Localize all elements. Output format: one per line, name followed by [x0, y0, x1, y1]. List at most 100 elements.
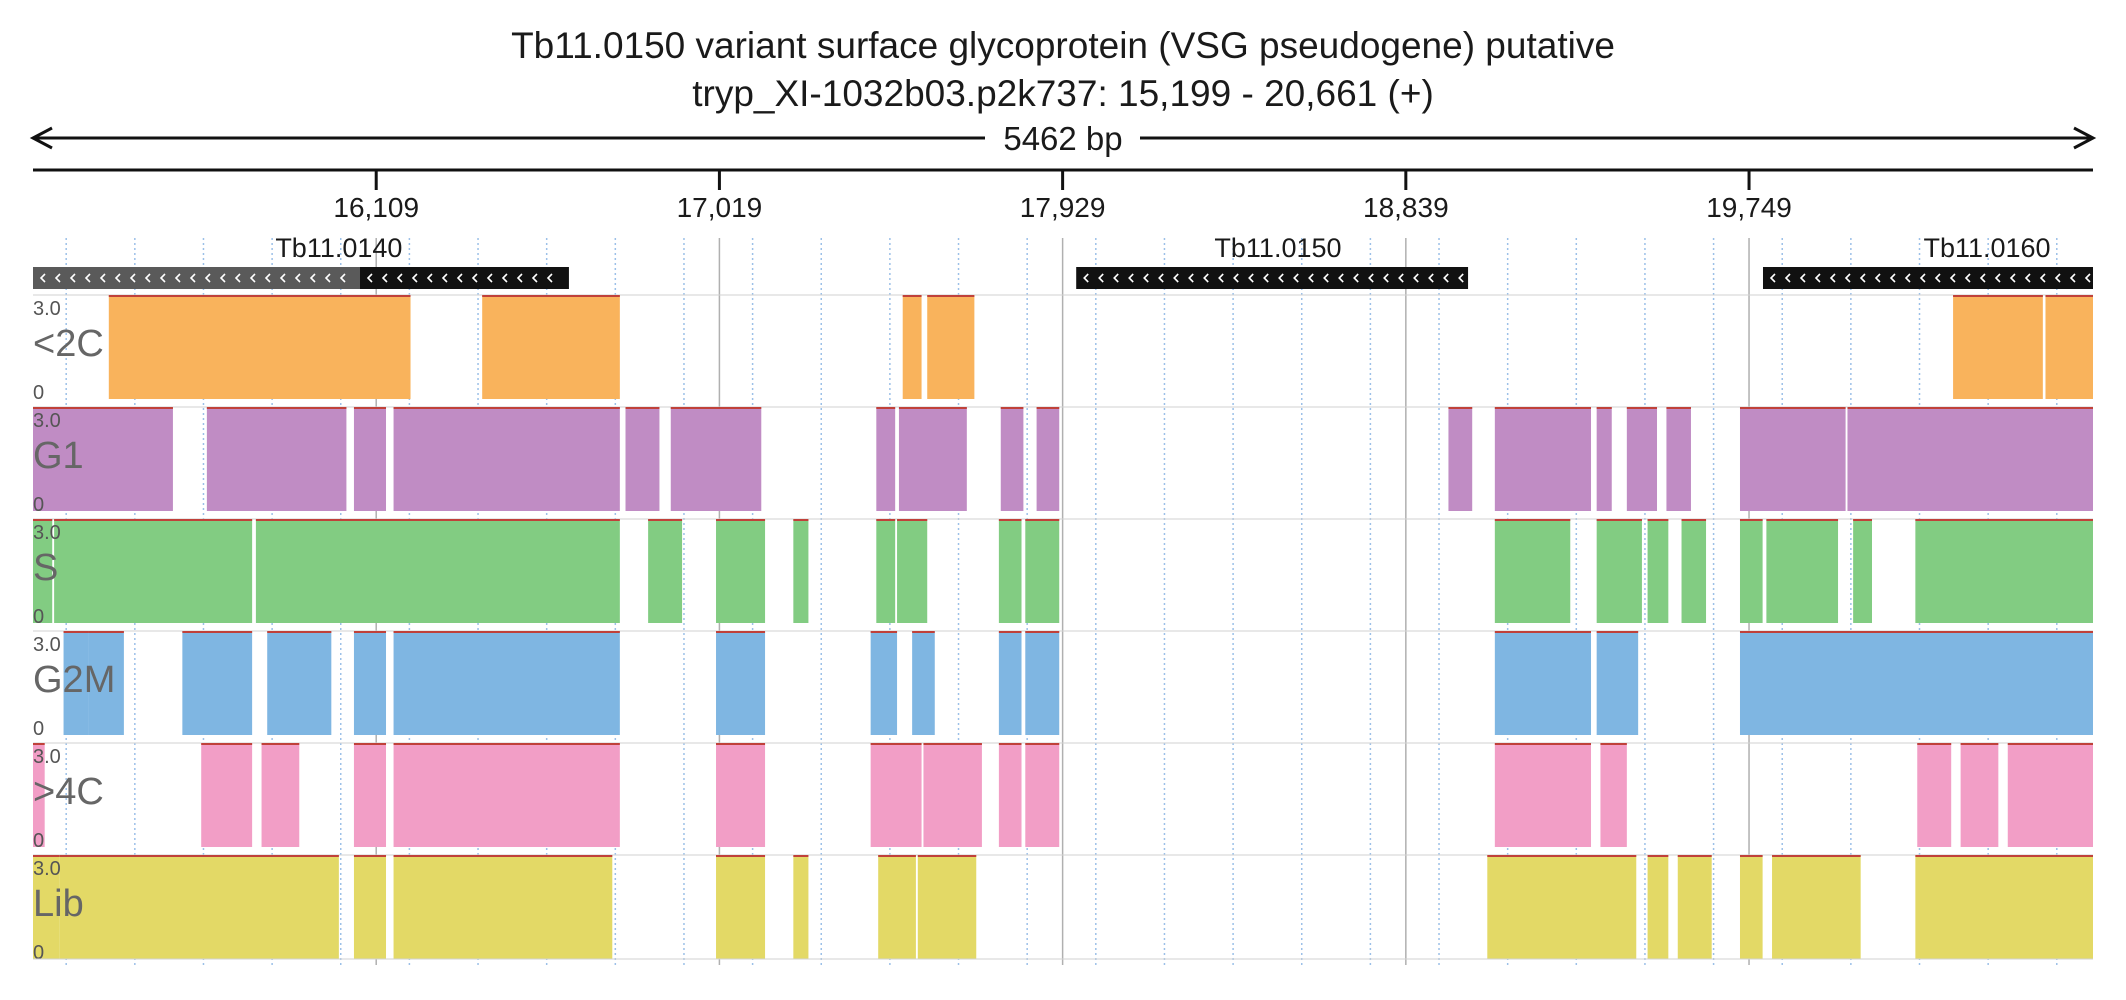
coverage-bar [63, 631, 89, 735]
strand-chevron [1964, 273, 1971, 283]
coverage-bar [1847, 407, 2093, 511]
coverage-bar [878, 855, 916, 959]
coverage-bar [1647, 855, 1669, 959]
strand-chevron [1338, 273, 1344, 283]
coverage-bar [1000, 407, 1024, 511]
coverage-bar [33, 743, 45, 847]
strand-chevron [486, 273, 493, 283]
coverage-bar [1739, 519, 1763, 623]
coverage-bar [870, 631, 898, 735]
coverage-bar [917, 855, 977, 959]
coverage-bar [1025, 743, 1060, 847]
length-indicator: 5462 bp [29, 120, 2097, 157]
strand-chevron [204, 273, 211, 283]
coverage-bar [1596, 407, 1612, 511]
coverage-track: 3.0 0 G1 [33, 406, 2093, 516]
coverage-bar [716, 631, 766, 735]
coverage-bar [1666, 407, 1691, 511]
gene-track: Tb11.0140 Tb11.0150 Tb11.0160 [33, 233, 2093, 289]
axis-tick-label: 19,749 [1706, 192, 1792, 223]
coverage-bar [33, 855, 60, 959]
track-name-label: G1 [33, 435, 84, 477]
coverage-bar [1487, 855, 1637, 959]
strand-chevron [309, 273, 316, 283]
gene: Tb11.0140 [33, 233, 569, 289]
coverage-bar [1494, 519, 1571, 623]
gene-label: Tb11.0150 [1214, 233, 1341, 263]
coverage-bar [648, 519, 683, 623]
track-name-label: S [33, 547, 58, 589]
strand-chevron [1233, 273, 1239, 283]
coverage-track: 3.0 0 <2C [33, 294, 2093, 404]
coverage-bar [716, 855, 766, 959]
strand-chevron [1949, 273, 1956, 283]
strand-chevron [1383, 273, 1389, 283]
strand-chevron [2039, 273, 2046, 283]
strand-chevron [84, 273, 91, 283]
strand-chevron [219, 273, 226, 283]
strand-chevron [1128, 273, 1134, 283]
strand-chevron [1143, 273, 1149, 283]
coverage-bar [876, 519, 896, 623]
coverage-bar [670, 407, 762, 511]
coverage-bar [1626, 407, 1658, 511]
strand-chevron [1083, 273, 1089, 283]
coverage-bar [1600, 743, 1627, 847]
strand-chevron [1859, 273, 1866, 283]
coverage-bar [33, 519, 53, 623]
strand-chevron [1248, 273, 1254, 283]
strand-chevron [1188, 273, 1194, 283]
coverage-bar [902, 295, 922, 399]
strand-chevron [501, 273, 508, 283]
coverage-bar [998, 743, 1022, 847]
length-arrow-head-right [2073, 126, 2097, 150]
strand-chevron [1323, 273, 1329, 283]
coverage-bar [1494, 407, 1592, 511]
strand-chevron [159, 273, 166, 283]
coverage-tracks: 3.0 0 <2C 3.0 0 G1 3.0 0 S 3.0 0 G2M 3.0 0 >4C 3.0 0 Lib [33, 294, 2093, 964]
strand-chevron [294, 273, 301, 283]
coverage-bar [898, 407, 967, 511]
strand-chevron [1158, 273, 1164, 283]
coverage-bar [1596, 631, 1639, 735]
strand-chevron [279, 273, 286, 283]
coverage-bar [927, 295, 975, 399]
coverage-bar [923, 743, 982, 847]
strand-chevron [1218, 273, 1224, 283]
coverage-bar [261, 743, 300, 847]
axis-tick-label: 17,929 [1020, 192, 1106, 223]
strand-chevron [366, 273, 373, 283]
strand-chevron [69, 273, 76, 283]
coverage-bar [1739, 855, 1763, 959]
strand-chevron [1934, 273, 1941, 283]
axis-tick-label: 18,839 [1363, 192, 1449, 223]
coverage-bar [353, 631, 387, 735]
coverage-bar [1596, 519, 1642, 623]
strand-chevron [1829, 273, 1836, 283]
strand-chevron [2024, 273, 2031, 283]
gene: Tb11.0160 [1762, 233, 2093, 289]
track-name-label: G2M [33, 659, 115, 701]
strand-chevron [546, 273, 553, 283]
strand-chevron [471, 273, 478, 283]
strand-chevron [249, 273, 256, 283]
strand-chevron [1458, 273, 1464, 283]
coverage-track: 3.0 0 S [33, 518, 2093, 628]
coverage-bar [182, 631, 253, 735]
coverage-bar [33, 407, 173, 511]
strand-chevron [1428, 273, 1434, 283]
axis-tick-label: 17,019 [677, 192, 763, 223]
gene-segment [359, 267, 569, 289]
track-ymin-label: 0 [33, 606, 44, 628]
position-axis: 16,109 17,019 17,929 18,839 19,749 [33, 168, 2093, 223]
coverage-bar [267, 631, 332, 735]
coverage-bar [206, 407, 347, 511]
coverage-bar [1677, 855, 1712, 959]
coverage-bar [998, 519, 1022, 623]
coverage-bar [1772, 855, 1861, 959]
coverage-bar [897, 519, 928, 623]
strand-chevron [1203, 273, 1209, 283]
coverage-bar [482, 295, 620, 399]
coverage-bar [108, 295, 411, 399]
